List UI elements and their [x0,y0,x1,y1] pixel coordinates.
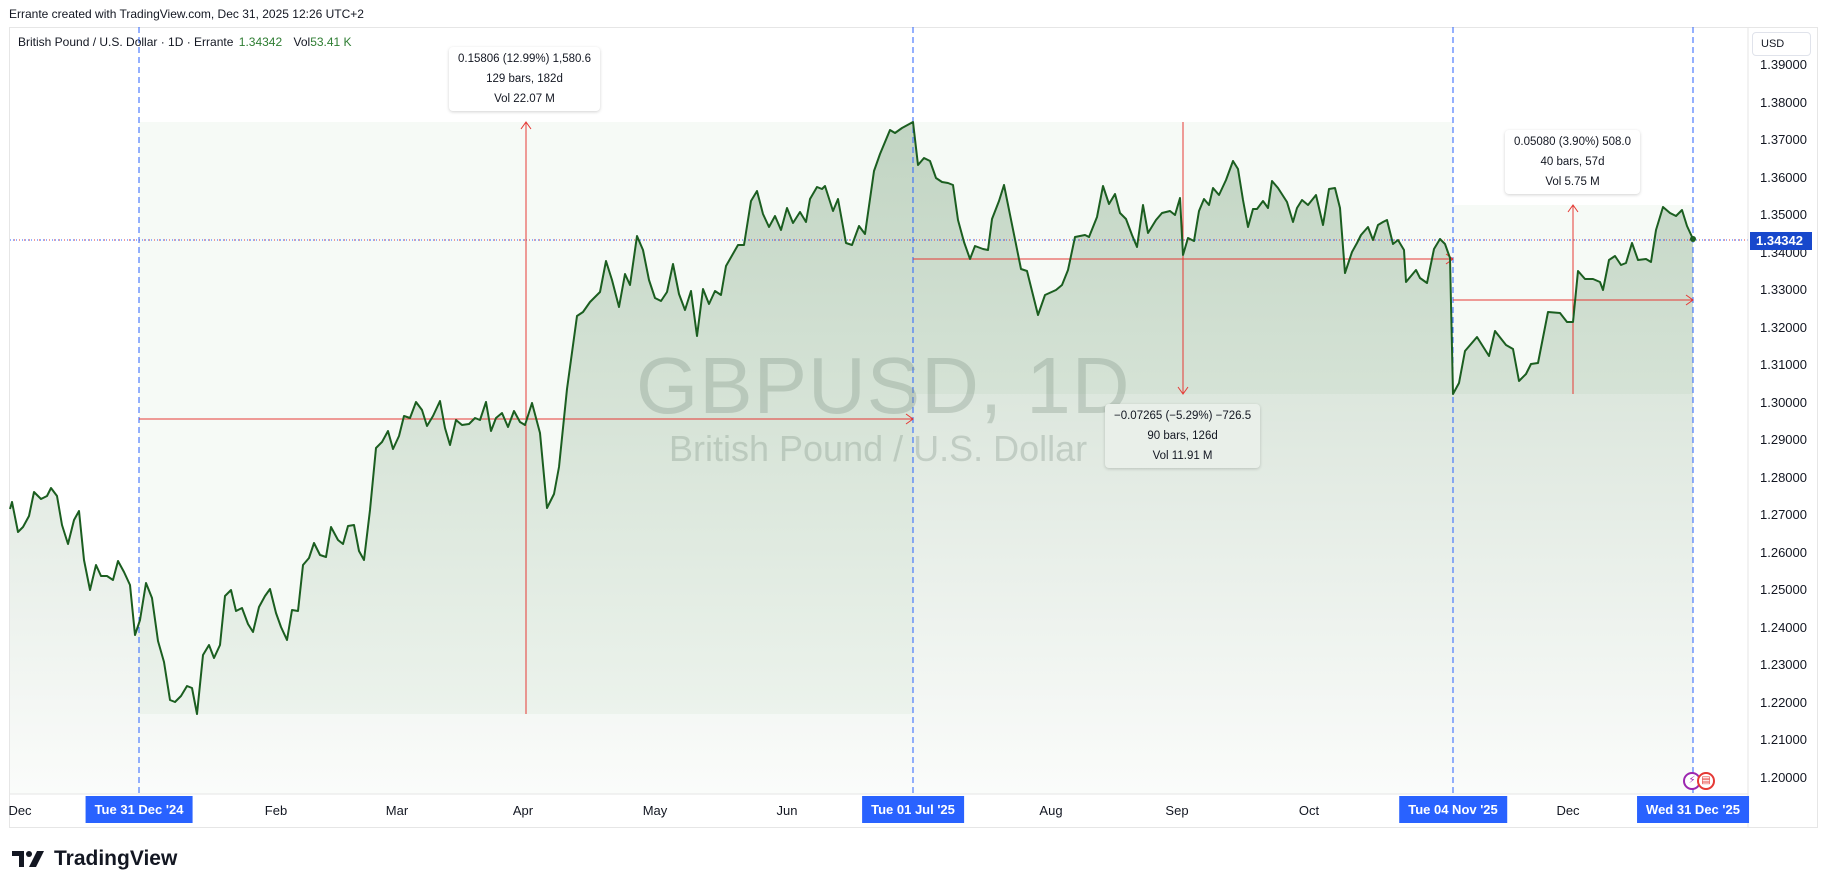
range-1-volume: Vol 22.07 M [494,93,555,105]
range-2-volume: Vol 11.91 M [1152,450,1213,462]
price-tick: 1.30000 [1760,395,1807,410]
legend-last-price: 1.34342 [238,35,283,49]
range-2-v-arrow [1177,386,1189,395]
price-tick: 1.24000 [1760,620,1807,635]
price-tick: 1.37000 [1760,132,1807,147]
date-label-01jul25: Tue 01 Jul '25 [862,796,964,823]
price-tick: 1.36000 [1760,170,1807,185]
price-tick: 1.33000 [1760,282,1807,297]
tradingview-logo-icon [12,851,44,867]
symbol-legend[interactable]: British Pound / U.S. Dollar · 1D · Erran… [18,35,354,49]
legend-volume-value: 53.41 K [310,35,352,49]
time-tick: Dec [8,803,32,818]
watermark-description: British Pound / U.S. Dollar [669,428,1088,469]
range-1-h-arrow [905,413,914,425]
legend-volume-label: Vol [293,35,311,49]
price-tick: 1.28000 [1760,470,1807,485]
range-2-tooltip: −0.07265 (−5.29%) −726.5 90 bars, 126d V… [1105,404,1261,468]
currency-button[interactable]: USD [1752,32,1811,56]
time-tick: Jun [776,803,798,818]
range-1-bars: 129 bars, 182d [486,73,563,85]
legend-title: British Pound / U.S. Dollar · 1D · Erran… [18,35,234,49]
time-tick: Apr [512,803,534,818]
range-3-bars: 40 bars, 57d [1540,156,1605,168]
price-tick: 1.26000 [1760,545,1807,560]
watermark-symbol: GBPUSD, 1D [636,341,1131,430]
range-3-volume: Vol 5.75 M [1545,176,1600,188]
time-tick: Dec [1556,803,1580,818]
time-tick: Aug [1039,803,1063,818]
price-tick: 1.35000 [1760,207,1807,222]
price-tick: 1.25000 [1760,582,1807,597]
price-tick: 1.39000 [1760,57,1807,72]
time-tick: May [642,803,668,818]
range-1-tooltip: 0.15806 (12.99%) 1,580.6 129 bars, 182d … [449,47,600,111]
time-tick: Mar [385,803,409,818]
range-3-h-arrow [1685,294,1694,306]
price-tick: 1.20000 [1760,770,1807,785]
price-area [10,122,1693,794]
date-label-31dec25: Wed 31 Dec '25 [1637,796,1749,823]
range-3-tooltip: 0.05080 (3.90%) 508.0 40 bars, 57d Vol 5… [1505,130,1641,194]
price-tick: 1.29000 [1760,432,1807,447]
range-2-change: −0.07265 (−5.29%) −726.5 [1114,410,1252,422]
price-tick: 1.32000 [1760,320,1807,335]
price-tick: 1.27000 [1760,507,1807,522]
price-tick: 1.23000 [1760,657,1807,672]
us-flag-icon[interactable]: ▤ [1697,772,1715,790]
tradingview-logo[interactable]: TradingView [12,847,177,871]
chart-credit: Errante created with TradingView.com, De… [9,7,364,21]
last-price-dot [1690,236,1696,242]
time-tick: Oct [1298,803,1320,818]
price-tick: 1.31000 [1760,357,1807,372]
range-3-change: 0.05080 (3.90%) 508.0 [1514,136,1632,148]
range-2-bars: 90 bars, 126d [1147,430,1218,442]
time-tick: Sep [1165,803,1189,818]
range-3-v-arrow [1567,204,1579,213]
price-tick: 1.21000 [1760,732,1807,747]
range-1-v-arrow [520,121,532,130]
range-1-change: 0.15806 (12.99%) 1,580.6 [458,53,591,65]
date-label-31dec24: Tue 31 Dec '24 [85,796,193,823]
date-label-04nov25: Tue 04 Nov '25 [1399,796,1507,823]
logo-text: TradingView [54,847,178,870]
last-price-label: 1.34342 [1750,232,1812,250]
time-tick: Feb [264,803,288,818]
price-tick: 1.38000 [1760,95,1807,110]
price-line [9,121,1694,715]
chart-events[interactable]: ⚡ ▤ [1683,772,1715,790]
price-tick: 1.22000 [1760,695,1807,710]
